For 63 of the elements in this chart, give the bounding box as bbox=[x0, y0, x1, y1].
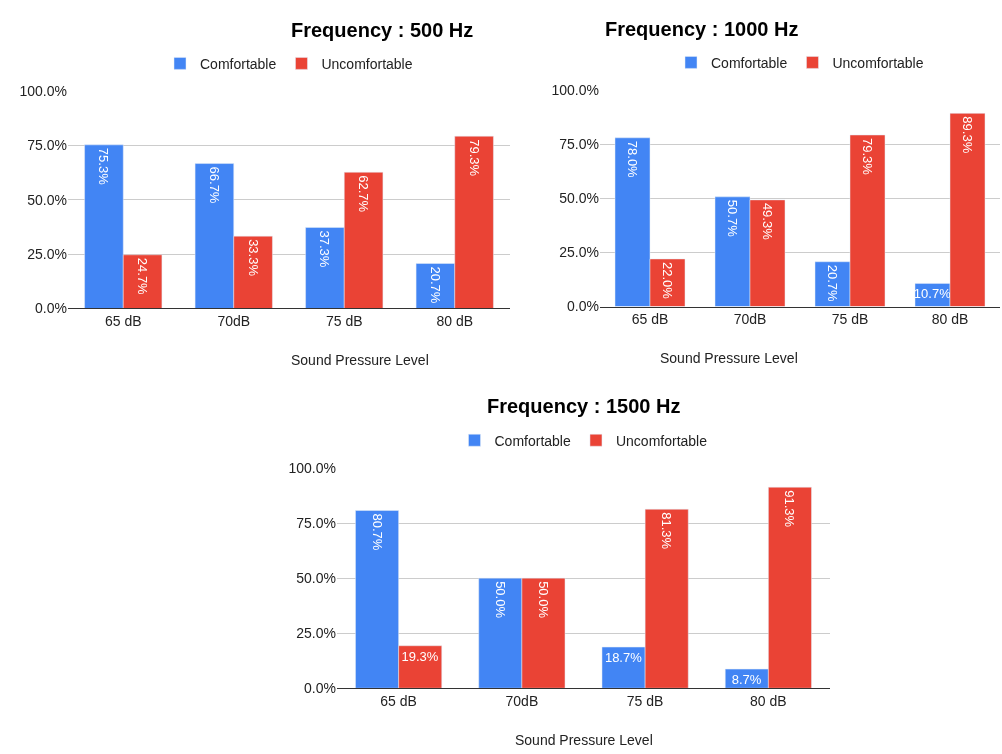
legend-label: Comfortable bbox=[200, 55, 277, 72]
data-label: 37.3% bbox=[317, 230, 333, 268]
chart-title: Frequency : 1500 Hz bbox=[487, 395, 681, 417]
x-tick-label: 65 dB bbox=[104, 313, 142, 330]
legend-label: Comfortable bbox=[494, 432, 571, 449]
x-tick-label: 70dB bbox=[505, 693, 539, 710]
data-label: 79.3% bbox=[466, 139, 482, 177]
data-label: 78.0% bbox=[625, 140, 640, 179]
x-tick-label: 70dB bbox=[217, 313, 251, 330]
y-tick-label: 25.0% bbox=[559, 244, 599, 261]
y-tick-label: 75.0% bbox=[296, 514, 336, 531]
x-axis-title: Sound Pressure Level bbox=[291, 352, 429, 368]
y-tick-label: 100.0% bbox=[551, 82, 599, 99]
chart-title: Frequency : 1000 Hz bbox=[605, 18, 799, 40]
data-label: 62.7% bbox=[356, 175, 372, 213]
legend-label: Uncomfortable bbox=[615, 432, 708, 449]
data-label: 80.7% bbox=[369, 513, 385, 551]
legend-label: Uncomfortable bbox=[321, 55, 413, 72]
data-label: 33.3% bbox=[245, 239, 261, 277]
data-label: 50.0% bbox=[492, 581, 508, 619]
data-label: 22.0% bbox=[660, 261, 675, 300]
x-tick-label: 80 dB bbox=[750, 693, 787, 710]
legend-label: Comfortable bbox=[711, 54, 788, 71]
x-tick-label: 70dB bbox=[733, 311, 767, 328]
data-label: 91.3% bbox=[782, 490, 798, 528]
data-label: 24.7% bbox=[135, 257, 151, 296]
data-label: 49.3% bbox=[760, 202, 775, 241]
y-tick-label: 50.0% bbox=[559, 190, 599, 207]
y-tick-label: 0.0% bbox=[567, 298, 599, 315]
data-label: 79.3% bbox=[860, 138, 875, 176]
data-label: 50.0% bbox=[535, 581, 551, 619]
data-label: 18.7% bbox=[604, 650, 643, 666]
chart-title: Frequency : 500 Hz bbox=[291, 19, 474, 41]
y-tick-label: 100.0% bbox=[19, 83, 67, 100]
y-tick-label: 75.0% bbox=[27, 137, 67, 154]
x-tick-label: 75 dB bbox=[325, 313, 363, 330]
y-tick-label: 25.0% bbox=[296, 625, 336, 642]
y-tick-label: 75.0% bbox=[559, 136, 599, 153]
data-label: 89.3% bbox=[960, 116, 975, 154]
y-tick-label: 25.0% bbox=[27, 246, 67, 263]
data-label: 10.7% bbox=[913, 286, 952, 302]
legend-label: Uncomfortable bbox=[832, 54, 924, 71]
y-tick-label: 0.0% bbox=[35, 300, 67, 317]
y-tick-label: 0.0% bbox=[304, 680, 336, 697]
data-label: 20.7% bbox=[825, 264, 840, 303]
data-label: 81.3% bbox=[659, 512, 675, 550]
y-tick-label: 50.0% bbox=[296, 570, 336, 587]
data-label: 75.3% bbox=[96, 147, 112, 186]
x-tick-label: 80 dB bbox=[931, 311, 969, 328]
data-label: 66.7% bbox=[206, 166, 222, 204]
y-tick-label: 50.0% bbox=[27, 191, 67, 208]
y-tick-label: 100.0% bbox=[288, 459, 336, 476]
data-label: 8.7% bbox=[731, 672, 762, 688]
data-label: 19.3% bbox=[401, 648, 439, 664]
x-tick-label: 75 dB bbox=[831, 311, 869, 328]
x-tick-label: 65 dB bbox=[631, 311, 669, 328]
data-label: 50.7% bbox=[725, 199, 740, 238]
x-tick-label: 65 dB bbox=[380, 693, 417, 710]
x-tick-label: 80 dB bbox=[436, 313, 474, 330]
data-label: 20.7% bbox=[427, 266, 443, 304]
x-axis-title: Sound Pressure Level bbox=[515, 732, 653, 748]
x-axis-title: Sound Pressure Level bbox=[660, 350, 798, 366]
x-tick-label: 75 dB bbox=[626, 693, 664, 710]
